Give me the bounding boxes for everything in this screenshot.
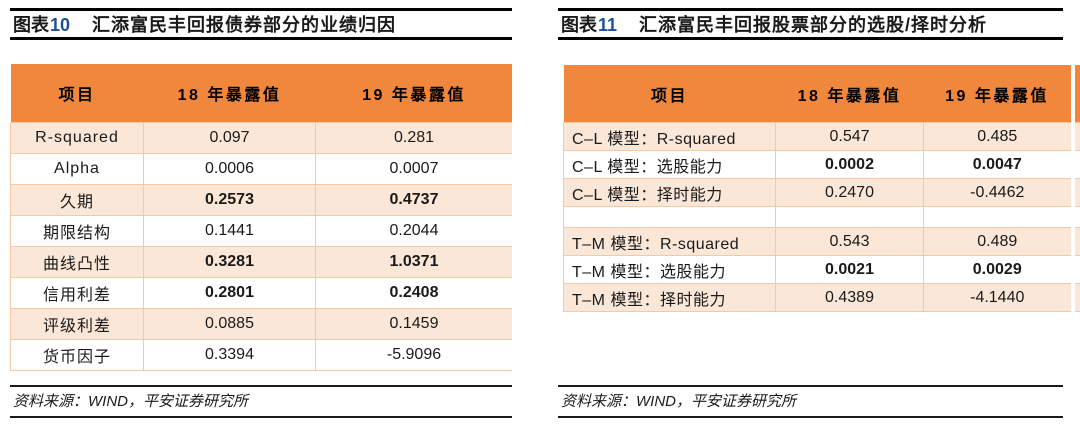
value-18: 0.097 xyxy=(143,122,316,154)
row-label: C–L 模型：R-squared xyxy=(563,122,776,151)
clipped-column-cell xyxy=(1070,122,1080,151)
table-row: T–M 模型：R-squared 0.543 0.489 xyxy=(563,227,1080,256)
figure-11-source: 资料来源：WIND，平安证券研究所 xyxy=(558,385,1063,418)
value-19: 0.2408 xyxy=(315,277,512,309)
value-19: 0.0047 xyxy=(923,150,1073,179)
clipped-column-cell xyxy=(1070,255,1080,284)
row-label: 久期 xyxy=(10,184,144,216)
value-19: 0.4737 xyxy=(315,184,512,216)
figure-11-block: 图表11 汇添富民丰回报股票部分的选股/择时分析 项目 18 年暴露值 19 年暴露… xyxy=(558,8,1080,420)
figure-number: 11 xyxy=(598,15,618,35)
value-19: 0.489 xyxy=(923,227,1073,256)
value-18: 0.2470 xyxy=(775,178,924,207)
table-row: 评级利差 0.0885 0.1459 xyxy=(10,308,512,340)
value-19: 0.0007 xyxy=(315,153,512,185)
header-row: 项目 18 年暴露值 19 年暴露值 xyxy=(10,64,512,123)
row-label: T–M 模型：择时能力 xyxy=(563,283,776,312)
row-label: Alpha xyxy=(10,153,144,185)
table-row: T–M 模型：择时能力 0.4389 -4.1440 xyxy=(563,283,1080,312)
row-label: R-squared xyxy=(10,122,144,154)
value-18: 0.2801 xyxy=(143,277,316,309)
clipped-column-cell xyxy=(1070,206,1080,228)
clipped-column-cell xyxy=(1070,178,1080,207)
clipped-column-cell xyxy=(1070,283,1080,312)
column-header: 19 年暴露值 xyxy=(315,64,512,123)
column-header: 18 年暴露值 xyxy=(775,65,924,123)
row-label: T–M 模型：R-squared xyxy=(563,227,776,256)
value-18 xyxy=(775,206,924,228)
clipped-column-cell xyxy=(1070,227,1080,256)
value-19: 0.1459 xyxy=(315,308,512,340)
value-19: 0.0029 xyxy=(923,255,1073,284)
value-18: 0.547 xyxy=(775,122,924,151)
row-label: T–M 模型：选股能力 xyxy=(563,255,776,284)
value-19: 1.0371 xyxy=(315,246,512,278)
value-18: 0.2573 xyxy=(143,184,316,216)
figure-11-label: 图表11 xyxy=(561,11,617,37)
figure-title-text: 汇添富民丰回报股票部分的选股/择时分析 xyxy=(639,15,988,35)
figure-title-text: 汇添富民丰回报债券部分的业绩归因 xyxy=(92,15,397,35)
table-row: Alpha 0.0006 0.0007 xyxy=(10,153,512,185)
table-row: 曲线凸性 0.3281 1.0371 xyxy=(10,246,512,278)
figure-number: 10 xyxy=(50,15,71,35)
value-18: 0.0021 xyxy=(775,255,924,284)
selection-timing-table: 项目 18 年暴露值 19 年暴露值 C–L 模型：R-squared 0.547 0.4… xyxy=(563,65,1080,312)
figure-10-label: 图表10 xyxy=(13,11,70,37)
figure-10-block: 图表10 汇添富民丰回报债券部分的业绩归因 项目 18 年暴露值 19 年暴露值 R-… xyxy=(10,8,512,420)
value-18: 0.1441 xyxy=(143,215,316,247)
value-18: 0.0006 xyxy=(143,153,316,185)
table-row: C–L 模型：R-squared 0.547 0.485 xyxy=(563,122,1080,151)
row-label xyxy=(563,206,776,228)
value-19 xyxy=(923,206,1073,228)
value-18: 0.543 xyxy=(775,227,924,256)
value-19: -5.9096 xyxy=(315,339,512,371)
figure-11-title: 图表11 汇添富民丰回报股票部分的选股/择时分析 xyxy=(558,8,1063,40)
header-row: 项目 18 年暴露值 19 年暴露值 xyxy=(563,65,1080,123)
table-row: C–L 模型：择时能力 0.2470 -0.4462 xyxy=(563,178,1080,207)
row-label: C–L 模型：择时能力 xyxy=(563,178,776,207)
row-label: 货币因子 xyxy=(10,339,144,371)
value-19: 0.281 xyxy=(315,122,512,154)
table-row: C–L 模型：选股能力 0.0002 0.0047 xyxy=(563,150,1080,179)
column-header: 项目 xyxy=(563,65,776,123)
column-header: 19 年暴露值 xyxy=(923,65,1073,123)
figure-10-source: 资料来源：WIND，平安证券研究所 xyxy=(10,385,512,418)
value-19: 0.2044 xyxy=(315,215,512,247)
clipped-column-header xyxy=(1070,65,1080,123)
clipped-column-cell xyxy=(1070,150,1080,179)
figure-label-text: 图表 xyxy=(13,15,49,35)
figure-10-title: 图表10 汇添富民丰回报债券部分的业绩归因 xyxy=(10,8,512,40)
value-19: -4.1440 xyxy=(923,283,1073,312)
table-row: R-squared 0.097 0.281 xyxy=(10,122,512,154)
table-row: 信用利差 0.2801 0.2408 xyxy=(10,277,512,309)
value-19: 0.485 xyxy=(923,122,1073,151)
figure-label-text: 图表 xyxy=(561,15,597,35)
row-label: C–L 模型：选股能力 xyxy=(563,150,776,179)
table-row: 货币因子 0.3394 -5.9096 xyxy=(10,339,512,371)
row-label: 信用利差 xyxy=(10,277,144,309)
column-header: 18 年暴露值 xyxy=(143,64,316,123)
table-row: 期限结构 0.1441 0.2044 xyxy=(10,215,512,247)
value-18: 0.4389 xyxy=(775,283,924,312)
value-19: -0.4462 xyxy=(923,178,1073,207)
value-18: 0.0885 xyxy=(143,308,316,340)
figure-10-table-wrap: 项目 18 年暴露值 19 年暴露值 R-squared 0.097 0.281 Alpha… xyxy=(10,64,512,371)
attribution-table: 项目 18 年暴露值 19 年暴露值 R-squared 0.097 0.281 Alpha… xyxy=(10,64,512,371)
column-header: 项目 xyxy=(10,64,144,123)
table-row: T–M 模型：选股能力 0.0021 0.0029 xyxy=(563,255,1080,284)
row-label: 评级利差 xyxy=(10,308,144,340)
value-18: 0.3394 xyxy=(143,339,316,371)
row-label: 曲线凸性 xyxy=(10,246,144,278)
value-18: 0.3281 xyxy=(143,246,316,278)
value-18: 0.0002 xyxy=(775,150,924,179)
row-label: 期限结构 xyxy=(10,215,144,247)
table-row: 久期 0.2573 0.4737 xyxy=(10,184,512,216)
table-row xyxy=(563,206,1080,228)
figure-11-table-wrap: 项目 18 年暴露值 19 年暴露值 C–L 模型：R-squared 0.547 0.4… xyxy=(563,65,1080,312)
